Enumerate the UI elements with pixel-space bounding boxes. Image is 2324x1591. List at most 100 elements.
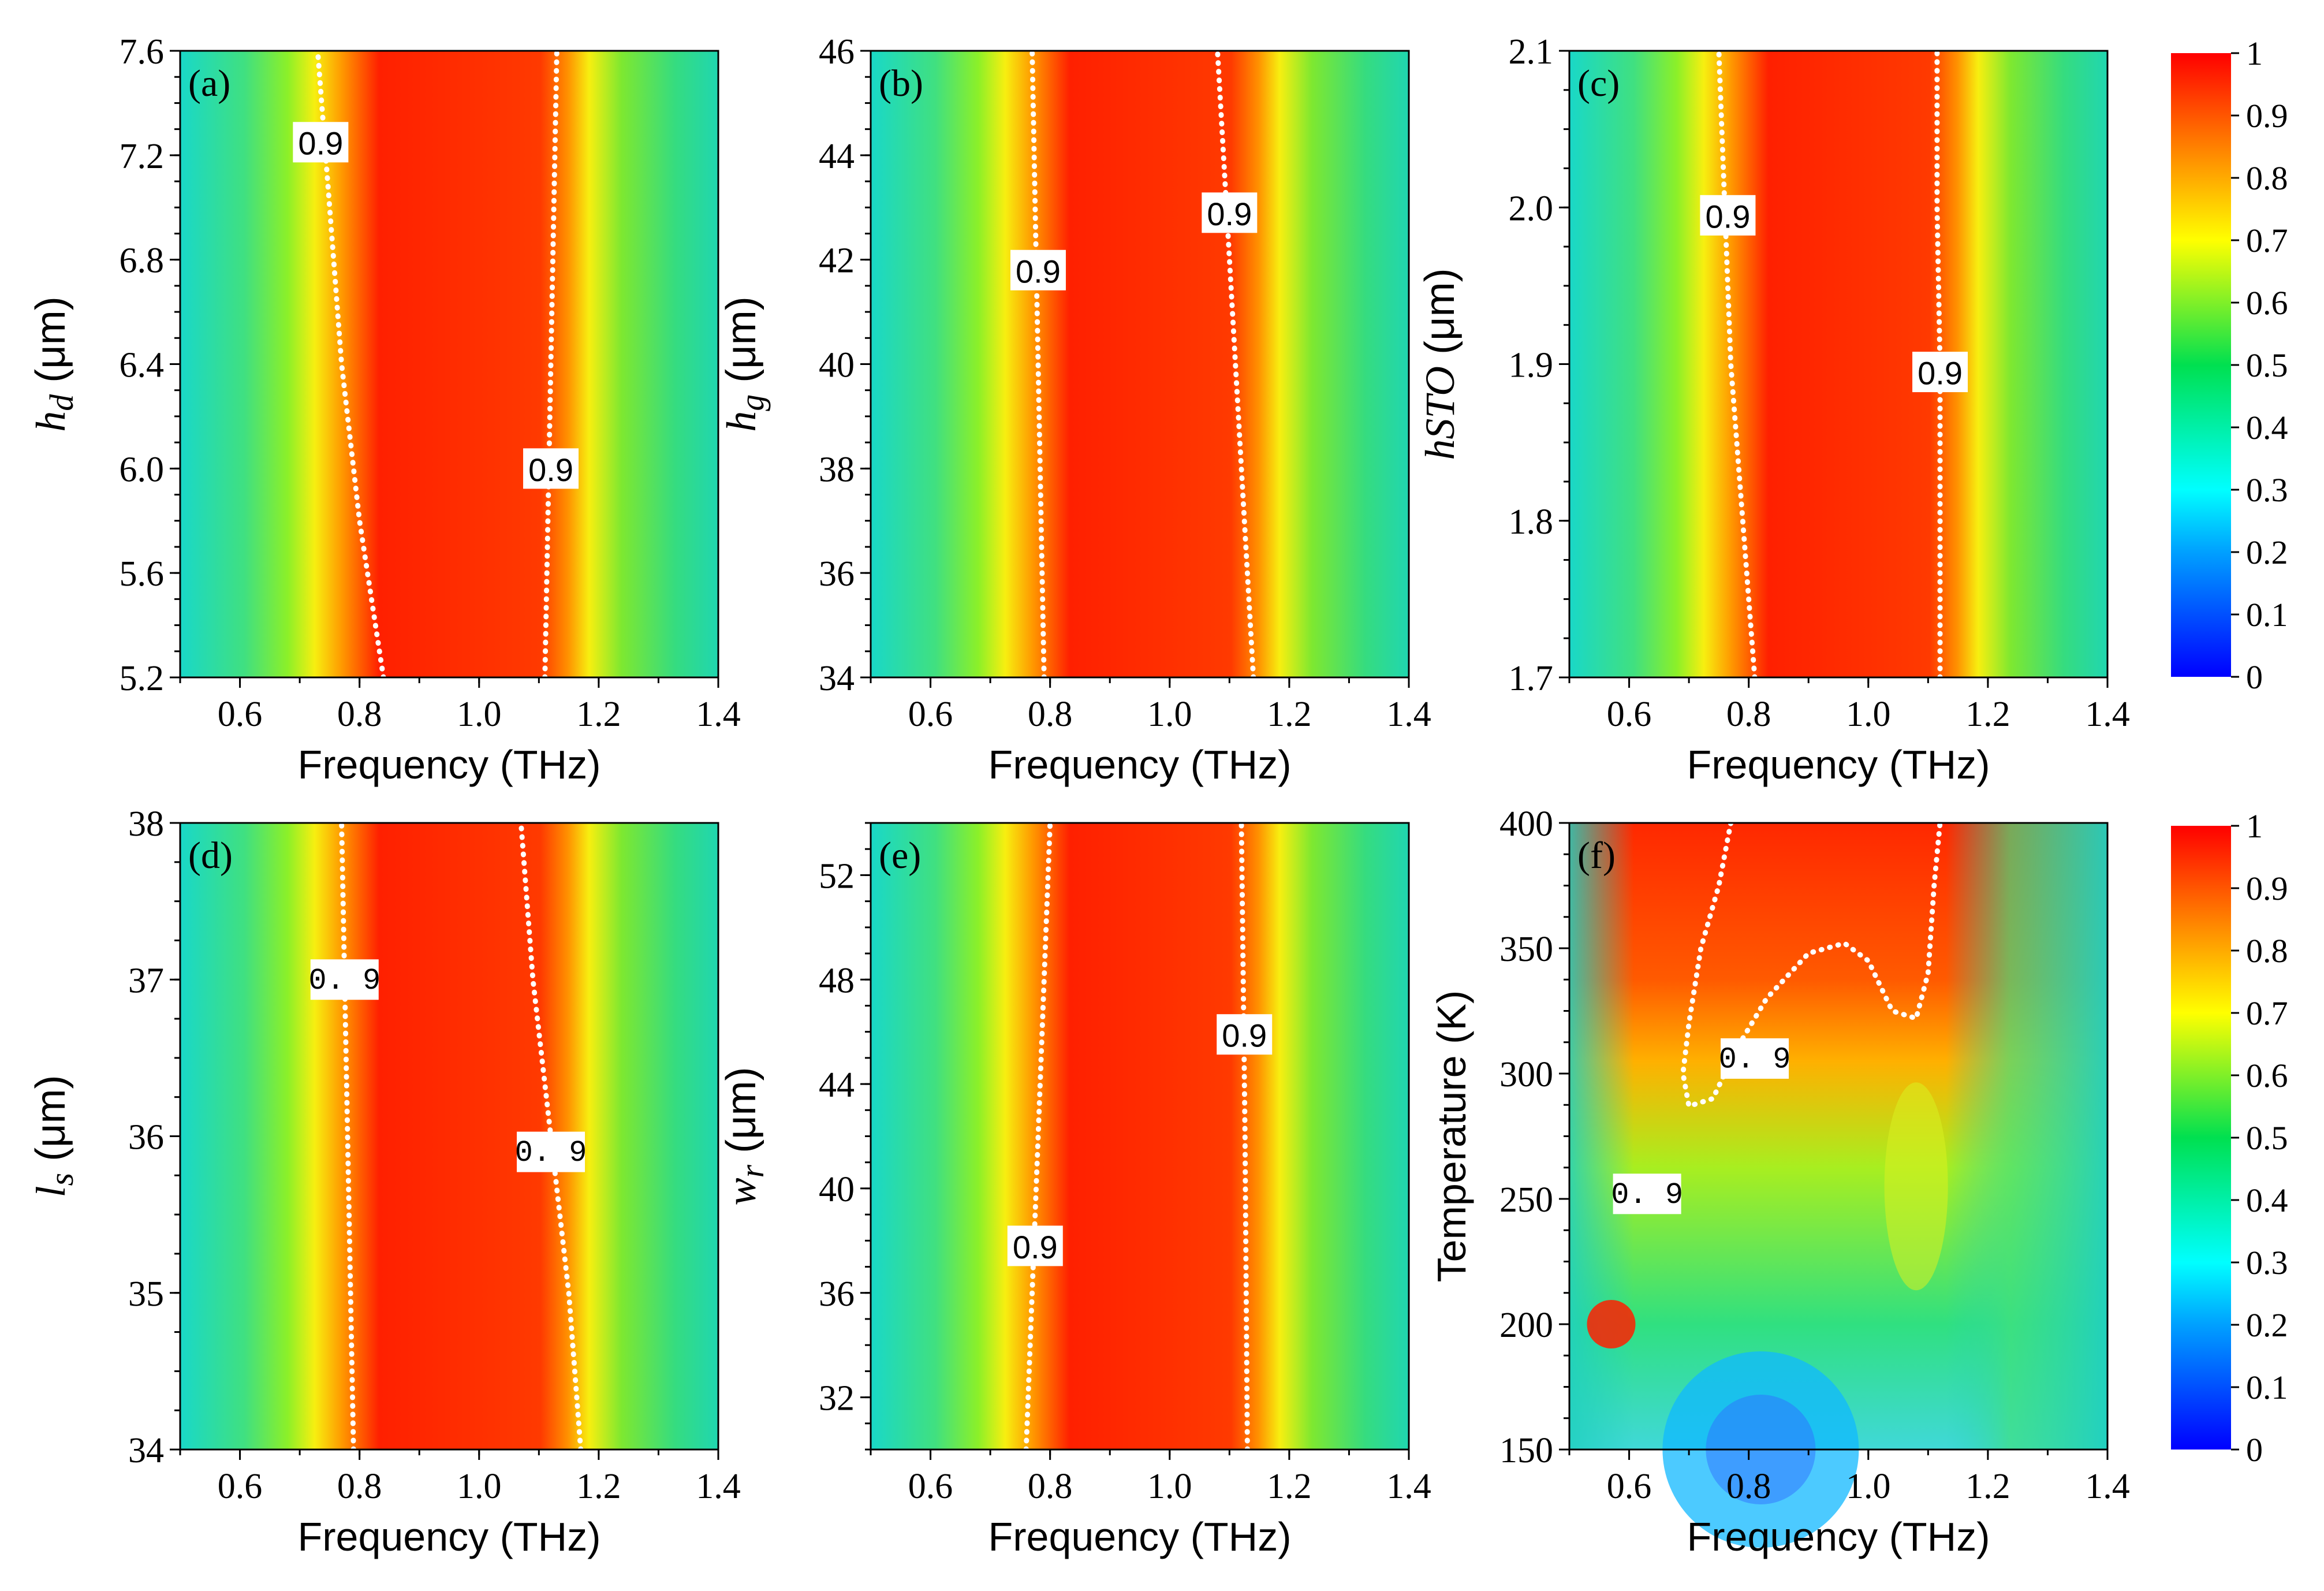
colorbar-tick-label: 0.5	[2246, 1119, 2288, 1157]
colorbar-tick-label: 0.9	[2246, 97, 2288, 135]
x-tick-label: 1.0	[1846, 695, 1891, 734]
colorbar-tick-label: 0.1	[2246, 596, 2288, 634]
y-tick-label: 400	[1499, 804, 1553, 844]
y-tick-label: 250	[1499, 1180, 1553, 1220]
y-tick-label: 1.8	[1509, 502, 1554, 542]
x-tick-label: 1.4	[1386, 1467, 1431, 1506]
heatmap-hot-spot	[1587, 1300, 1636, 1348]
x-axis-label: Frequency (THz)	[1687, 1514, 1990, 1559]
contour-label-box-2	[517, 1131, 585, 1172]
colorbar-tick-label: 0.9	[2246, 870, 2288, 907]
contour-line-1	[315, 48, 386, 680]
y-tick-label: 36	[819, 554, 855, 594]
panel-tag: (b)	[879, 62, 923, 105]
x-tick-label: 0.8	[1726, 1467, 1771, 1506]
y-axis-label: ls (μm)	[28, 1075, 80, 1197]
x-tick-label: 0.8	[1028, 1467, 1073, 1506]
heatmap-background	[1569, 51, 2107, 677]
x-tick-label: 1.2	[576, 695, 621, 734]
y-tick-label: 6.4	[120, 346, 165, 385]
y-tick-label: 44	[819, 137, 855, 176]
y-tick-label: 40	[819, 346, 855, 385]
y-tick-label: 200	[1499, 1306, 1553, 1345]
colorbar-tick-label: 0.2	[2246, 1306, 2288, 1344]
colorbar-tick-label: 0.6	[2246, 1057, 2288, 1094]
contour-label-2: 0.9	[528, 452, 573, 488]
x-tick-label: 1.2	[1267, 1467, 1312, 1506]
x-tick-label: 0.6	[1607, 695, 1652, 734]
y-tick-label: 48	[819, 961, 855, 1000]
x-tick-label: 1.0	[1846, 1467, 1891, 1506]
contour-label-box-2	[1202, 192, 1258, 233]
contour-label-box-2	[1912, 352, 1968, 393]
contour-label-1: 0.9	[298, 125, 343, 162]
x-tick-label: 0.8	[337, 695, 382, 734]
y-tick-label: 150	[1499, 1431, 1553, 1470]
y-axis-label: hd (μm)	[28, 296, 80, 431]
contour-label-box-2	[523, 448, 579, 489]
x-tick-label: 1.0	[1147, 1467, 1192, 1506]
y-tick-label: 34	[819, 659, 855, 698]
x-tick-label: 1.0	[1147, 695, 1192, 734]
x-tick-label: 1.4	[696, 1467, 741, 1506]
x-tick-label: 0.6	[908, 695, 953, 734]
x-tick-label: 0.6	[908, 1467, 953, 1506]
contour-line-1	[339, 820, 356, 1452]
y-tick-label: 32	[819, 1379, 855, 1418]
contour-label-box-1	[310, 959, 379, 1000]
panel-e: 0.9 0.9 0.6 0.8 1.0 1.2 1.4 32 36 40 44 48 52 Frequen…	[718, 820, 1431, 1559]
y-axis-label: wr (μm)	[718, 1067, 771, 1205]
x-tick-label: 0.6	[1607, 1467, 1652, 1506]
y-tick-label: 6.8	[120, 241, 165, 281]
x-tick-label: 1.4	[2085, 1467, 2130, 1506]
x-tick-label: 1.2	[1965, 1467, 2010, 1506]
y-tick-label: 36	[819, 1275, 855, 1314]
panel-tag: (f)	[1577, 834, 1616, 877]
contour-line-2	[1215, 48, 1256, 680]
colorbar-tick-label: 0.8	[2246, 932, 2288, 970]
contour-line-1	[1716, 48, 1758, 680]
contour-label-box-1	[1010, 249, 1066, 290]
x-axis-label: Frequency (THz)	[297, 742, 600, 787]
panel-tag: (a)	[188, 62, 230, 105]
colorbar-tick-label: 0.5	[2246, 346, 2288, 384]
contour-line-1	[1023, 820, 1053, 1452]
contour-label-box-1	[1721, 1038, 1789, 1079]
colorbar-gradient	[2171, 53, 2231, 677]
y-tick-label: 7.6	[120, 32, 165, 72]
colorbar-tick-label: 0.4	[2246, 1182, 2288, 1219]
y-axis-label: hSTO (μm)	[1417, 268, 1463, 460]
contour-label-1: 0.9	[1016, 253, 1061, 289]
heatmap-background	[871, 823, 1409, 1450]
colorbar-tick-label: 1	[2246, 35, 2263, 72]
y-tick-label: 2.1	[1509, 32, 1554, 72]
y-tick-label: 2.0	[1509, 189, 1554, 228]
contour-line-2	[1239, 820, 1250, 1452]
colorbar-tick-label: 0.1	[2246, 1369, 2288, 1406]
y-tick-label: 350	[1499, 930, 1553, 969]
heatmap-side-band	[1569, 823, 2107, 1450]
y-axis-label: Temperature (K)	[1429, 990, 1474, 1283]
y-tick-label: 5.2	[120, 659, 165, 698]
colorbar-gradient	[2171, 826, 2231, 1450]
panel-tag: (e)	[879, 834, 921, 877]
colorbar-bottom: 0 0.1 0.2 0.3 0.4 0.5 0.6 0.7 0.8 0.9 1	[2171, 807, 2288, 1469]
y-tick-label: 35	[128, 1275, 164, 1314]
colorbar-tick-label: 0.7	[2246, 222, 2288, 259]
contour-label-box-1	[1007, 1225, 1063, 1266]
x-tick-label: 1.4	[2085, 695, 2130, 734]
contour-line-2	[542, 48, 559, 680]
contour-label-2: 0.9	[1207, 196, 1252, 232]
colorbar-tick-label: 0.2	[2246, 534, 2288, 571]
colorbar-tick-label: 0.6	[2246, 284, 2288, 322]
x-tick-label: 0.8	[337, 1467, 382, 1506]
colorbar-tick-label: 0	[2246, 1431, 2263, 1469]
heatmap-valley	[1884, 1082, 1948, 1291]
colorbar-tick-label: 0	[2246, 658, 2263, 696]
y-tick-label: 1.7	[1509, 659, 1554, 698]
contour-label-box-2	[1613, 1173, 1681, 1214]
panel-d: 0. 9 0. 9 0.6 0.8 1.0 1.2 1.4 34 35 36 37 38 Frequen…	[28, 804, 741, 1559]
y-tick-label: 7.2	[120, 137, 165, 176]
x-tick-label: 0.6	[218, 695, 263, 734]
panel-tag: (c)	[1577, 62, 1620, 105]
